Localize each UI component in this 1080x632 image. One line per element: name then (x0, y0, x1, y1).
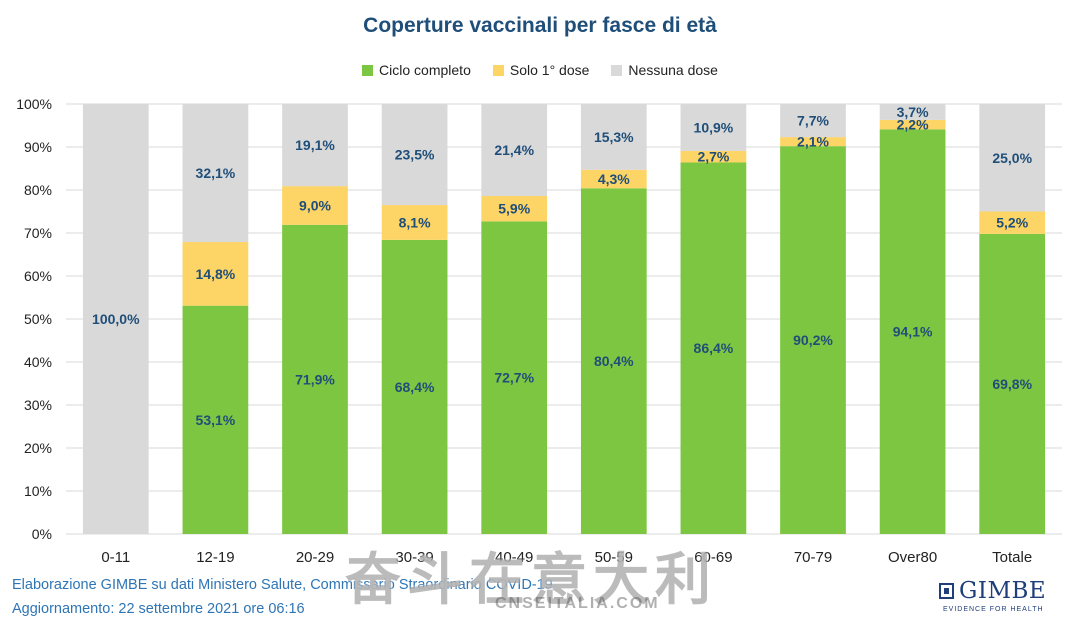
data-label: 7,7% (797, 113, 829, 129)
bar-segment (182, 305, 249, 534)
data-label: 2,2% (897, 117, 929, 133)
data-label: 4,3% (598, 171, 630, 187)
watermark-subtitle: CNSEITALIA.COM (495, 595, 660, 612)
data-label: 5,2% (996, 215, 1028, 231)
footer-update: Aggiornamento: 22 settembre 2021 ore 06:… (12, 601, 305, 617)
data-label: 3,7% (897, 104, 929, 120)
x-tick-label: 20-29 (296, 549, 334, 566)
x-tick-label: 40-49 (495, 549, 533, 566)
x-tick-label: Over80 (888, 549, 937, 566)
gimbe-logo: GIMBE EVIDENCE FOR HEALTH (939, 578, 1054, 618)
stacked-bar-chart: 0% 10% 20% 30% 40% 50% 60% 70% 80% 90% 100% 100,0% 0… (16, 96, 1062, 566)
watermark: 奋斗在意大利 (345, 548, 717, 613)
data-label: 25,0% (992, 150, 1032, 166)
data-label: 9,0% (299, 197, 331, 213)
y-tick-label: 0% (32, 526, 52, 542)
x-tick-label: 50-59 (595, 549, 633, 566)
bar-segment (680, 150, 747, 163)
bar-segment (680, 104, 747, 151)
bar-segment (282, 104, 348, 187)
bar-segment (82, 104, 149, 534)
y-tick-label: 20% (24, 440, 52, 456)
bar-segment (182, 242, 249, 306)
data-label: 69,8% (992, 376, 1032, 392)
x-tick-label: 60-69 (694, 549, 732, 566)
data-label: 53,1% (196, 412, 236, 428)
y-tick-label: 100% (16, 96, 52, 112)
bar-segment (282, 186, 348, 225)
bar-segment (381, 205, 448, 240)
data-label: 72,7% (494, 370, 534, 386)
bar-segment (580, 104, 647, 170)
bar-segment (979, 104, 1046, 212)
bar-segment (381, 239, 448, 534)
bar-segment (879, 104, 946, 120)
data-label: 100,0% (92, 311, 140, 327)
chart-legend: Ciclo completo Solo 1° dose Nessuna dose (0, 62, 1080, 78)
data-label: 8,1% (399, 214, 431, 230)
bar-segment (182, 104, 249, 243)
bar-segment (879, 129, 946, 534)
data-label: 94,1% (893, 324, 933, 340)
gimbe-logo-text: GIMBE (959, 578, 1047, 604)
y-tick-label: 70% (24, 225, 52, 241)
data-label: 23,5% (395, 147, 435, 163)
bar-segment (481, 196, 548, 222)
data-label: 80,4% (594, 353, 634, 369)
data-label: 90,2% (793, 332, 833, 348)
x-tick-label: 12-19 (196, 549, 234, 566)
data-label: 2,7% (697, 149, 729, 165)
x-tick-label: 30-39 (395, 549, 433, 566)
data-label: 71,9% (295, 371, 335, 387)
bar-segment (780, 146, 846, 534)
data-label: 19,1% (295, 137, 335, 153)
bar-segment (580, 188, 647, 534)
data-label: 86,4% (694, 340, 734, 356)
y-tick-label: 60% (24, 268, 52, 284)
data-label: 2,1% (797, 134, 829, 150)
data-label: 32,1% (196, 165, 236, 181)
legend-item-solo-prima-dose: Solo 1° dose (492, 62, 590, 78)
y-tick-label: 50% (24, 311, 52, 327)
data-label: 15,3% (594, 129, 634, 145)
bar-segment (680, 162, 747, 535)
gimbe-logo-subtitle: EVIDENCE FOR HEALTH (943, 606, 1044, 613)
legend-label-ciclo-completo: Ciclo completo (379, 62, 471, 78)
legend-swatch-solo-prima-dose (492, 64, 504, 76)
legend-item-ciclo-completo: Ciclo completo (362, 62, 471, 78)
y-tick-label: 40% (24, 354, 52, 370)
x-tick-label: 0-11 (101, 549, 130, 566)
legend-label-nessuna-dose: Nessuna dose (628, 62, 718, 78)
y-tick-label: 10% (24, 483, 52, 499)
bar-segment (481, 221, 548, 534)
data-label: 10,9% (694, 119, 734, 135)
y-tick-label: 80% (24, 182, 52, 198)
footer-source: Elaborazione GIMBE su dati Ministero Sal… (12, 577, 553, 593)
bar-segment (979, 233, 1046, 535)
bar-segment (780, 137, 846, 147)
gimbe-logo-icon (939, 583, 954, 599)
data-label: 5,9% (498, 201, 530, 217)
y-tick-label: 90% (24, 139, 52, 155)
bar-segment (481, 104, 548, 197)
data-label: 21,4% (494, 142, 534, 158)
legend-label-solo-prima-dose: Solo 1° dose (509, 62, 590, 78)
bar-segment (282, 224, 348, 534)
bar-segment (879, 119, 946, 130)
legend-swatch-ciclo-completo (362, 64, 374, 76)
chart-title: Coperture vaccinali per fasce di età (363, 14, 717, 37)
data-label: 14,8% (196, 266, 236, 282)
legend-swatch-nessuna-dose (611, 64, 623, 76)
bar-segment (979, 211, 1046, 234)
legend-item-nessuna-dose: Nessuna dose (611, 62, 718, 78)
data-label: 68,4% (395, 379, 435, 395)
x-tick-label: Totale (992, 549, 1032, 566)
bar-segment (381, 104, 448, 206)
x-tick-label: 70-79 (794, 549, 832, 566)
bar-segment (580, 169, 647, 189)
y-tick-label: 30% (24, 397, 52, 413)
bar-segment (780, 104, 846, 138)
